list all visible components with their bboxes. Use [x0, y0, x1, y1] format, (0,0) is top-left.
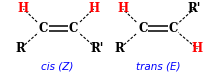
Text: H: H — [88, 2, 99, 15]
Text: C: C — [168, 22, 178, 35]
Text: H: H — [192, 42, 203, 55]
Text: trans (E): trans (E) — [136, 62, 181, 72]
Text: C: C — [69, 22, 78, 35]
Text: R: R — [114, 42, 124, 55]
Text: H: H — [18, 2, 29, 15]
Text: R: R — [15, 42, 25, 55]
Text: C: C — [39, 22, 48, 35]
Text: cis (Z): cis (Z) — [41, 62, 73, 72]
Text: R': R' — [90, 42, 104, 55]
Text: H: H — [117, 2, 128, 15]
Text: C: C — [138, 22, 147, 35]
Text: R': R' — [187, 2, 201, 15]
